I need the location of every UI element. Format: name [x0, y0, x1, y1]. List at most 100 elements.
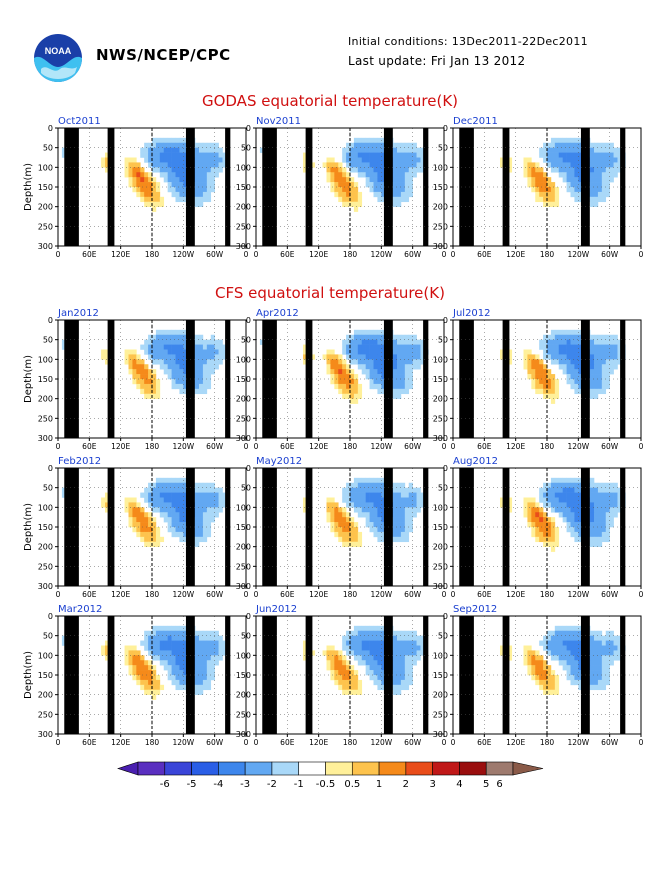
y-tick-label: 50 — [43, 144, 53, 153]
x-tick-label: 60E — [280, 442, 295, 451]
colorbar-label: 1 — [376, 779, 382, 790]
y-tick-label: 200 — [433, 543, 448, 552]
land-mask — [305, 128, 313, 246]
colorbar-segment — [298, 761, 326, 776]
x-tick-label: 60W — [206, 738, 224, 747]
y-tick-label: 0 — [48, 316, 53, 325]
x-tick-label: 0 — [254, 590, 259, 599]
x-tick-label: 60E — [82, 442, 97, 451]
y-tick-label: 0 — [48, 612, 53, 621]
colorbar-low-arrow — [117, 761, 139, 776]
land-mask — [502, 616, 510, 734]
colorbar-label: 5 — [483, 779, 489, 790]
x-tick-label: 60E — [82, 738, 97, 747]
y-tick-label: 50 — [438, 632, 448, 641]
x-tick-label: 60W — [404, 250, 422, 259]
y-tick-label: 100 — [433, 163, 448, 172]
y-tick-label: 150 — [236, 523, 251, 532]
y-tick-label: 100 — [236, 355, 251, 364]
colorbar-label: -4 — [213, 779, 223, 790]
x-tick-label: 60W — [206, 590, 224, 599]
x-tick-label: 0 — [56, 442, 61, 451]
panel-title: Nov2011 — [256, 116, 301, 127]
x-tick-label: 120E — [506, 250, 525, 259]
y-tick-label: 50 — [241, 632, 251, 641]
x-tick-label: 0 — [451, 590, 456, 599]
panel-title: Feb2012 — [58, 456, 101, 467]
y-tick-label: 250 — [433, 710, 448, 719]
y-tick-label: 250 — [433, 222, 448, 231]
y-tick-label: 0 — [48, 464, 53, 473]
y-tick-label: 300 — [236, 730, 251, 739]
y-tick-label: 250 — [236, 710, 251, 719]
y-tick-label: 300 — [236, 582, 251, 591]
x-tick-label: 60E — [477, 738, 492, 747]
land-mask — [459, 616, 474, 734]
colorbar-label: -1 — [294, 779, 304, 790]
x-tick-label: 0 — [451, 738, 456, 747]
land-mask — [225, 128, 231, 246]
y-tick-label: 50 — [43, 336, 53, 345]
x-tick-label: 0 — [56, 590, 61, 599]
y-tick-label: 50 — [241, 144, 251, 153]
colorbar-label: -6 — [160, 779, 170, 790]
y-tick-label: 300 — [38, 242, 53, 251]
x-tick-label: 120E — [506, 738, 525, 747]
y-tick-label: 50 — [241, 336, 251, 345]
y-tick-label: 250 — [38, 710, 53, 719]
panel-title: Jan2012 — [57, 308, 99, 319]
y-tick-label: 100 — [433, 355, 448, 364]
colorbar-segment — [485, 761, 514, 776]
y-tick-label: 50 — [43, 632, 53, 641]
land-mask — [64, 468, 79, 586]
y-tick-label: 0 — [246, 316, 251, 325]
land-mask — [107, 320, 115, 438]
y-tick-label: 150 — [38, 375, 53, 384]
colorbar-segment — [378, 761, 407, 776]
x-tick-label: 180 — [343, 738, 358, 747]
x-tick-label: 120W — [172, 442, 194, 451]
land-mask — [107, 128, 115, 246]
land-mask — [225, 616, 231, 734]
y-tick-label: 100 — [433, 651, 448, 660]
x-tick-label: 180 — [343, 442, 358, 451]
x-tick-label: 180 — [540, 250, 555, 259]
y-tick-label: 300 — [38, 730, 53, 739]
y-axis-label: Depth(m) — [23, 651, 34, 699]
y-tick-label: 100 — [38, 503, 53, 512]
land-mask — [262, 616, 277, 734]
land-mask — [107, 616, 115, 734]
x-tick-label: 180 — [343, 590, 358, 599]
land-mask — [107, 468, 115, 586]
land-mask — [423, 468, 429, 586]
x-tick-label: 120W — [172, 250, 194, 259]
x-tick-label: 60E — [280, 738, 295, 747]
y-tick-label: 100 — [433, 503, 448, 512]
colorbar-segment — [271, 761, 300, 776]
colorbar-high-arrow — [512, 761, 544, 776]
y-tick-label: 150 — [433, 375, 448, 384]
y-tick-label: 150 — [433, 671, 448, 680]
y-tick-label: 300 — [38, 582, 53, 591]
panel-title: Mar2012 — [58, 604, 102, 615]
x-tick-label: 180 — [145, 442, 160, 451]
land-mask — [64, 616, 79, 734]
x-tick-label: 0 — [244, 442, 249, 451]
x-tick-label: 60W — [601, 250, 619, 259]
colorbar-segment — [405, 761, 433, 776]
x-tick-label: 0 — [639, 250, 644, 259]
land-mask — [262, 128, 277, 246]
x-tick-label: 0 — [56, 738, 61, 747]
x-tick-label: 120W — [567, 442, 589, 451]
x-tick-label: 120W — [172, 738, 194, 747]
x-tick-label: 60W — [601, 590, 619, 599]
x-tick-label: 180 — [145, 250, 160, 259]
x-tick-label: 0 — [254, 250, 259, 259]
last-update-text: Last update: Fri Jan 13 2012 — [348, 54, 526, 68]
